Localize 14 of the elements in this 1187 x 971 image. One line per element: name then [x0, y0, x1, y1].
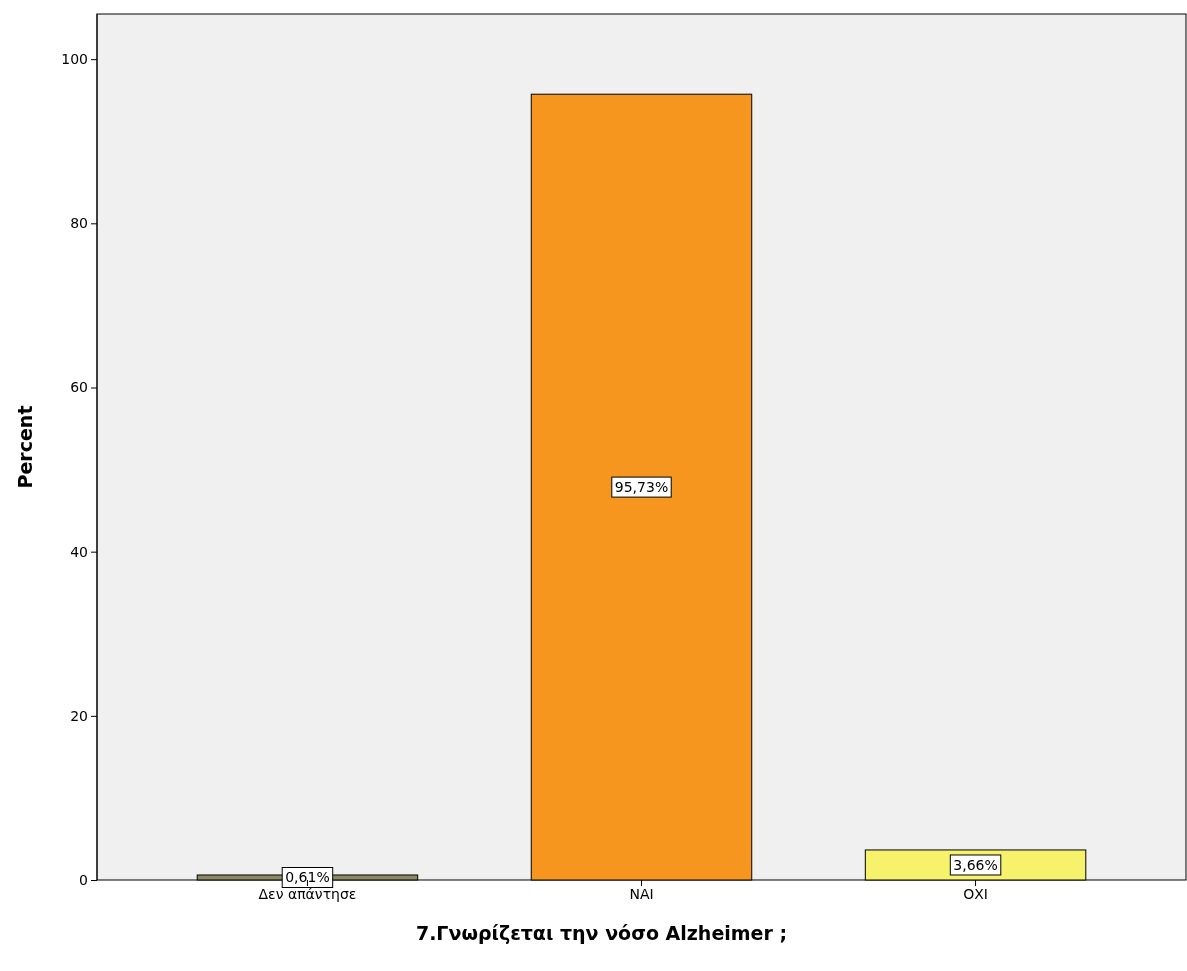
y-axis-title: Percent: [14, 405, 36, 489]
x-tick-label: Δεν απάντησε: [258, 885, 357, 902]
x-axis-title: 7.Γνωρίζεται την νόσο Alzheimer ;: [415, 922, 788, 944]
y-tick-label: 40: [70, 543, 88, 560]
y-tick-label: 60: [70, 379, 88, 396]
data-label: 3,66%: [953, 856, 998, 873]
y-tick-label: 0: [79, 871, 88, 888]
data-label: 95,73%: [614, 479, 669, 496]
x-tick-label: ΝΑΙ: [629, 885, 654, 902]
y-tick-label: 20: [70, 707, 88, 724]
y-tick-label: 80: [70, 215, 88, 232]
data-label: 0,61%: [285, 869, 330, 886]
x-tick-label: ΟΧΙ: [963, 885, 988, 902]
y-tick-label: 100: [61, 51, 88, 68]
